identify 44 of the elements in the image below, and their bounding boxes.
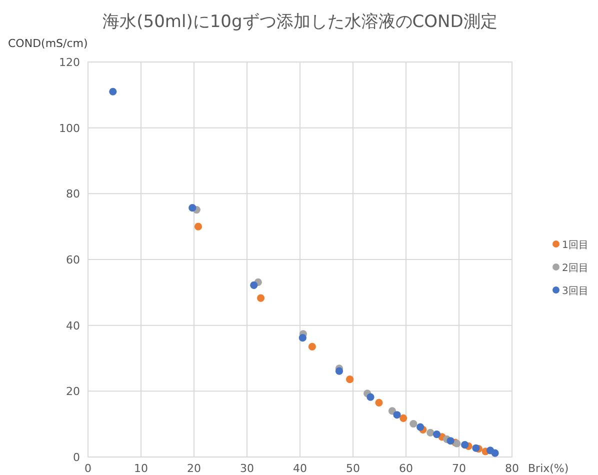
point xyxy=(410,420,418,428)
y-tick-label: 40 xyxy=(66,319,80,332)
legend-label: 1回目 xyxy=(562,240,588,251)
point xyxy=(308,342,316,351)
legend-label: 3回目 xyxy=(562,286,588,297)
y-tick-label: 120 xyxy=(59,56,80,69)
x-tick-label: 10 xyxy=(134,462,148,475)
point xyxy=(432,430,441,438)
point xyxy=(194,222,202,230)
point xyxy=(335,367,344,375)
point xyxy=(256,294,265,302)
legend-label: 2回目 xyxy=(562,263,588,274)
x-tick-label: 20 xyxy=(187,462,201,475)
x-tick-label: 80 xyxy=(505,462,519,475)
point xyxy=(346,376,354,384)
y-tick-label: 0 xyxy=(73,451,80,464)
point xyxy=(388,407,396,415)
point xyxy=(109,88,117,96)
x-tick-label: 70 xyxy=(452,462,466,475)
point xyxy=(416,423,424,431)
x-tick-label: 60 xyxy=(399,462,413,475)
point xyxy=(393,411,401,419)
y-tick-label: 80 xyxy=(66,188,80,201)
y-tick-label: 100 xyxy=(59,122,80,135)
x-tick-label: 0 xyxy=(84,462,92,475)
chart-title: 海水(50ml)に10gずつ添加した水溶液のCOND測定 xyxy=(102,12,498,32)
point xyxy=(426,428,434,436)
y-tick-label: 20 xyxy=(66,385,80,398)
x-axis-title: Brix(%) xyxy=(528,462,569,475)
point xyxy=(188,204,196,212)
point xyxy=(446,437,454,445)
x-tick-label: 50 xyxy=(346,462,360,475)
point xyxy=(366,393,374,401)
y-axis-title: COND(mS/cm) xyxy=(8,37,88,50)
x-tick-label: 40 xyxy=(293,462,307,475)
point xyxy=(298,334,306,342)
point xyxy=(375,398,383,406)
y-tick-label: 60 xyxy=(66,254,80,266)
point xyxy=(491,449,499,457)
point xyxy=(472,444,480,452)
point xyxy=(400,414,408,422)
point xyxy=(250,281,258,289)
point xyxy=(461,441,469,449)
x-tick-label: 30 xyxy=(240,462,254,475)
